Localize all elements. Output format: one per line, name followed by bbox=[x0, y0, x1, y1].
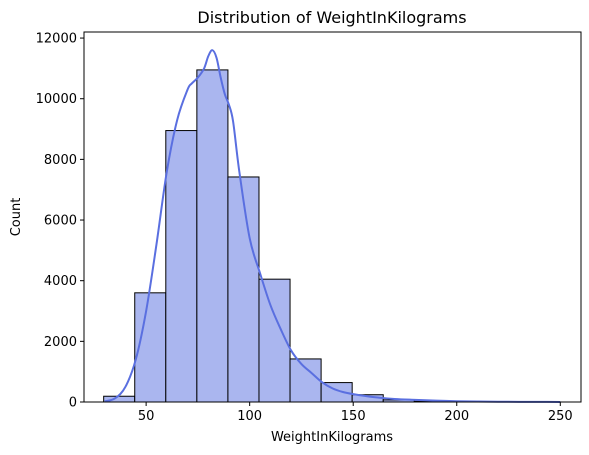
y-tick-label: 8000 bbox=[44, 153, 77, 168]
histogram-bars bbox=[103, 69, 560, 403]
y-tick-label: 12000 bbox=[36, 32, 77, 47]
y-axis: 0 2000 4000 6000 8000 10000 12000 bbox=[36, 32, 84, 411]
y-tick-label: 10000 bbox=[36, 92, 77, 107]
x-tick-label: 200 bbox=[444, 409, 469, 424]
y-tick-label: 6000 bbox=[44, 214, 77, 229]
histogram-bar bbox=[165, 130, 198, 403]
y-axis-label: Count bbox=[9, 198, 24, 237]
y-tick-label: 4000 bbox=[44, 274, 77, 289]
x-axis: 50 100 150 200 250 bbox=[138, 402, 573, 424]
x-tick-label: 250 bbox=[548, 409, 573, 424]
y-tick-label: 2000 bbox=[44, 335, 77, 350]
histogram-bar bbox=[196, 69, 229, 403]
x-tick-label: 50 bbox=[138, 409, 155, 424]
histogram-bar bbox=[289, 358, 322, 403]
x-axis-label: WeightInKilograms bbox=[271, 430, 393, 445]
y-tick-label: 0 bbox=[69, 396, 77, 411]
kde-curve bbox=[104, 49, 561, 403]
chart-title: Distribution of WeightInKilograms bbox=[197, 8, 466, 27]
histogram-bar bbox=[227, 176, 260, 403]
plot-frame bbox=[83, 31, 582, 403]
x-tick-label: 100 bbox=[237, 409, 262, 424]
x-tick-label: 150 bbox=[341, 409, 366, 424]
